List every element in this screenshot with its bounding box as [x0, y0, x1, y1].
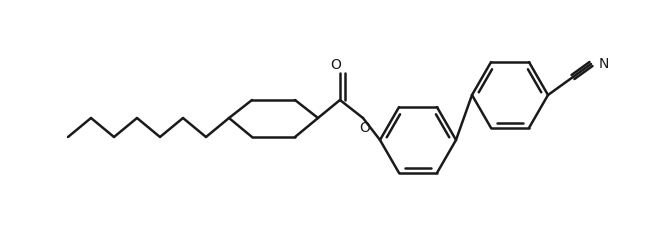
Text: O: O: [330, 58, 342, 72]
Text: N: N: [599, 57, 610, 71]
Text: O: O: [360, 121, 371, 135]
